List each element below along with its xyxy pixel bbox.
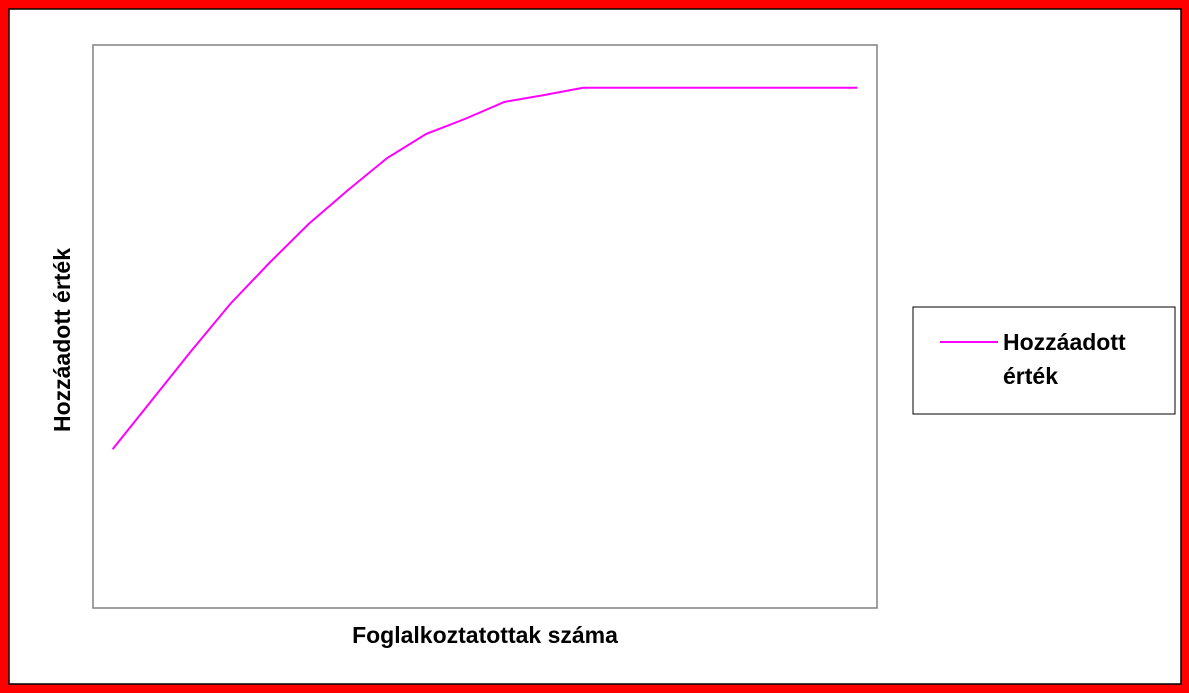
legend-label: Hozzáadott érték (1003, 329, 1126, 389)
y-axis-label: Hozzáadott érték (49, 248, 75, 432)
x-axis-label: Foglalkoztatottak száma (352, 622, 618, 648)
legend-box (912, 306, 1176, 415)
plot-area (92, 44, 878, 609)
line (111, 86, 858, 450)
